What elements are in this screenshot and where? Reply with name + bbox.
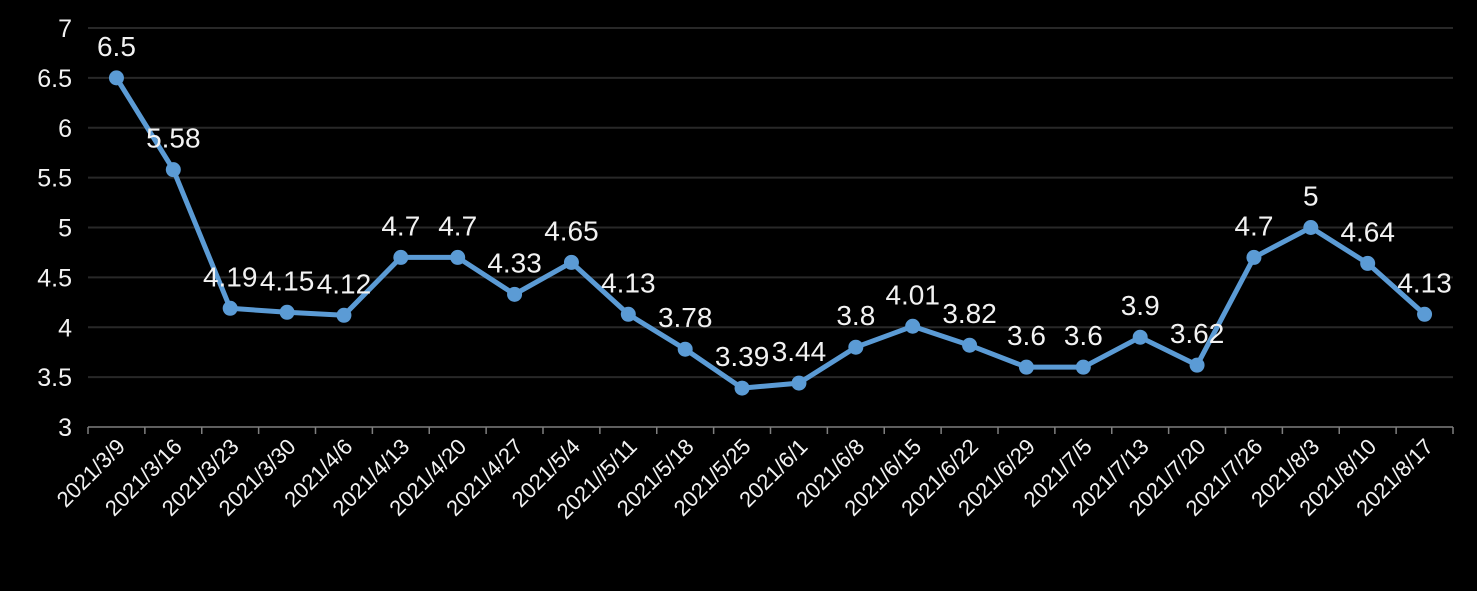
data-point-marker [108, 70, 124, 86]
data-point-marker [279, 304, 295, 320]
data-point-label: 4.15 [260, 265, 315, 296]
data-point-marker [1417, 306, 1433, 322]
y-axis-tick-label: 7 [58, 15, 72, 43]
data-point-marker [450, 249, 466, 265]
data-point-label: 3.6 [1007, 320, 1046, 351]
data-point-marker [677, 341, 693, 357]
data-point-label: 5 [1303, 181, 1319, 212]
data-point-label: 3.78 [658, 302, 713, 333]
data-point-label: 4.7 [1234, 210, 1273, 241]
data-point-marker [1303, 220, 1319, 235]
data-point-label: 4.64 [1340, 216, 1395, 247]
data-point-marker [393, 249, 409, 265]
data-point-marker [962, 337, 978, 353]
data-point-label: 4.13 [601, 267, 656, 298]
data-point-label: 3.39 [715, 341, 770, 372]
y-axis-tick-label: 4 [58, 314, 72, 342]
data-point-label: 6.5 [97, 31, 136, 62]
data-point-marker [1132, 329, 1148, 345]
data-point-marker [1018, 359, 1034, 375]
data-point-label: 3.82 [942, 298, 997, 329]
y-axis-tick-label: 6.5 [37, 65, 72, 93]
y-axis-tick-label: 6 [58, 115, 72, 143]
data-point-label: 4.12 [317, 268, 372, 299]
y-axis-tick-label: 5.5 [37, 165, 72, 193]
data-point-label: 3.9 [1121, 290, 1160, 321]
data-point-label: 3.44 [772, 336, 827, 367]
data-point-marker [563, 254, 579, 270]
y-axis-tick-label: 3 [58, 414, 72, 442]
data-point-label: 3.8 [836, 300, 875, 331]
data-point-marker [1075, 359, 1091, 375]
data-point-marker [507, 286, 523, 302]
data-point-marker [1246, 249, 1262, 265]
data-point-marker [905, 318, 921, 334]
data-point-marker [791, 375, 807, 391]
data-point-label: 5.58 [146, 123, 201, 154]
data-point-label: 3.62 [1170, 318, 1225, 349]
data-point-marker [165, 162, 181, 178]
data-point-marker [620, 306, 636, 322]
data-point-label: 4.19 [203, 261, 258, 292]
data-point-marker [336, 307, 352, 323]
data-point-marker [1360, 255, 1376, 271]
data-point-label: 4.33 [487, 247, 542, 278]
data-point-marker [222, 300, 238, 316]
series-line [113, 75, 1428, 391]
data-point-marker [734, 380, 750, 396]
data-point-label: 4.65 [544, 215, 599, 246]
data-point-label: 4.01 [885, 279, 940, 310]
data-point-label: 4.7 [438, 210, 477, 241]
data-point-marker [1189, 357, 1205, 373]
y-axis-tick-label: 4.5 [37, 264, 72, 292]
data-point-label: 3.6 [1064, 320, 1103, 351]
data-point-label: 4.7 [381, 210, 420, 241]
y-axis-tick-label: 3.5 [37, 364, 72, 392]
data-point-marker [848, 339, 864, 355]
data-point-label: 4.13 [1397, 267, 1452, 298]
y-axis-tick-label: 5 [58, 215, 72, 243]
